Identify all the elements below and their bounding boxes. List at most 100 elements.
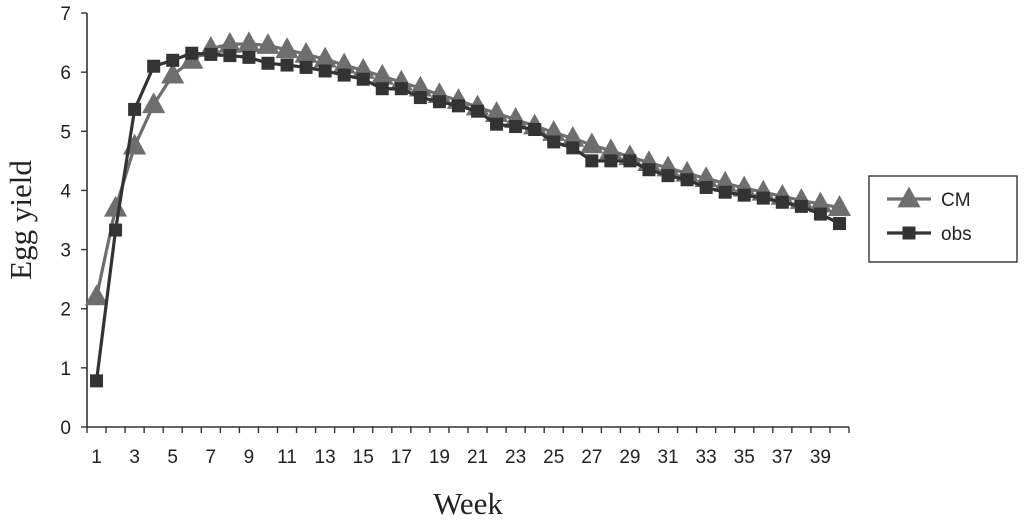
y-tick-label: 1: [60, 359, 71, 380]
square-marker: [375, 82, 389, 96]
square-marker: [90, 374, 104, 388]
triangle-marker: [484, 101, 509, 122]
legend-entry-obs: obs: [887, 224, 972, 245]
square-marker: [166, 53, 180, 67]
x-tick-label: 27: [581, 447, 602, 468]
plot-series: [84, 31, 852, 388]
square-marker: [451, 99, 465, 113]
square-marker: [718, 185, 732, 199]
y-tick-label: 5: [60, 122, 71, 143]
triangle-marker: [808, 191, 833, 213]
legend: CM obs: [868, 175, 1018, 263]
series-line: [94, 51, 841, 382]
x-tick-label: 5: [167, 447, 178, 468]
x-tick-label: 1: [91, 447, 102, 468]
square-marker: [699, 180, 713, 194]
y-tick-label: 6: [60, 63, 71, 84]
triangle-marker: [103, 195, 128, 217]
triangle-marker: [84, 284, 109, 306]
square-marker: [413, 91, 427, 105]
axes: [86, 13, 849, 428]
triangle-marker: [256, 33, 280, 54]
x-tick-label: 23: [505, 447, 526, 468]
triangle-marker: [142, 92, 166, 114]
square-marker: [394, 82, 408, 96]
x-tick-label: 15: [353, 447, 374, 468]
square-marker: [204, 47, 218, 61]
series-cm: [84, 31, 852, 306]
y-tick-label: 4: [60, 181, 71, 202]
triangle-marker: [237, 31, 261, 53]
square-marker: [661, 169, 675, 183]
y-tick-label: 7: [60, 4, 71, 25]
legend-label: CM: [941, 190, 971, 211]
square-marker: [185, 46, 199, 60]
square-marker: [902, 226, 916, 240]
x-tick-label: 39: [810, 447, 831, 468]
square-marker: [604, 154, 618, 168]
y-tick-label: 2: [60, 300, 71, 321]
triangle-marker: [313, 46, 337, 68]
legend-label: obs: [941, 224, 972, 245]
y-tick-label: 0: [60, 418, 71, 439]
square-marker: [509, 120, 523, 134]
square-marker: [566, 141, 580, 155]
square-marker: [794, 199, 808, 213]
x-ticks: 1 3 5 7 9 11 13 15 17 19 21 23 25 27 29 31 33 35 37 39: [86, 427, 850, 468]
triangle-marker: [275, 37, 299, 59]
square-marker: [261, 56, 275, 70]
y-axis-title: Egg yield: [3, 160, 38, 280]
square-marker: [680, 173, 694, 187]
legend-entries: CM obs: [887, 186, 972, 245]
x-tick-label: 13: [315, 447, 336, 468]
triangle-marker: [599, 138, 623, 160]
series-line: [94, 42, 840, 298]
square-marker: [528, 123, 542, 137]
triangle-marker: [161, 62, 185, 84]
legend-box: [868, 175, 1018, 263]
square-marker: [128, 102, 142, 116]
x-tick-label: 29: [619, 447, 640, 468]
x-tick-label: 7: [206, 447, 217, 468]
square-marker: [585, 154, 599, 168]
x-tick-label: 19: [429, 447, 450, 468]
square-marker: [337, 68, 351, 82]
x-tick-label: 17: [391, 447, 412, 468]
square-marker: [642, 163, 656, 177]
x-tick-label: 3: [129, 447, 140, 468]
square-marker: [471, 104, 485, 118]
triangle-marker: [294, 42, 318, 63]
square-marker: [356, 72, 370, 86]
x-tick-label: 9: [244, 447, 255, 468]
square-marker: [832, 217, 846, 231]
x-tick-label: 35: [734, 447, 755, 468]
triangle-marker: [580, 132, 604, 154]
square-marker: [756, 191, 770, 205]
x-tick-label: 11: [277, 447, 297, 468]
square-marker: [547, 135, 561, 149]
square-marker: [490, 117, 504, 131]
square-marker: [299, 60, 313, 74]
square-marker: [432, 95, 446, 109]
triangle-marker: [897, 186, 921, 208]
x-axis-title: Week: [433, 486, 503, 521]
series-obs: [90, 46, 846, 388]
triangle-marker: [218, 31, 242, 53]
square-marker: [109, 223, 123, 237]
x-tick-label: 21: [467, 447, 488, 468]
legend-entry-cm: CM: [887, 186, 971, 211]
x-tick-label: 33: [696, 447, 717, 468]
triangle-marker: [827, 195, 852, 216]
y-tick-label: 3: [60, 241, 71, 262]
square-marker: [242, 50, 256, 64]
triangle-marker: [332, 52, 356, 74]
y-ticks: 0 1 2 3 4 5 6 7: [60, 4, 87, 439]
square-marker: [318, 64, 332, 78]
x-tick-label: 25: [543, 447, 564, 468]
square-marker: [223, 49, 237, 63]
square-marker: [147, 59, 161, 73]
square-marker: [813, 207, 827, 221]
x-tick-label: 37: [772, 447, 793, 468]
x-tick-label: 31: [657, 447, 678, 468]
square-marker: [737, 188, 751, 202]
